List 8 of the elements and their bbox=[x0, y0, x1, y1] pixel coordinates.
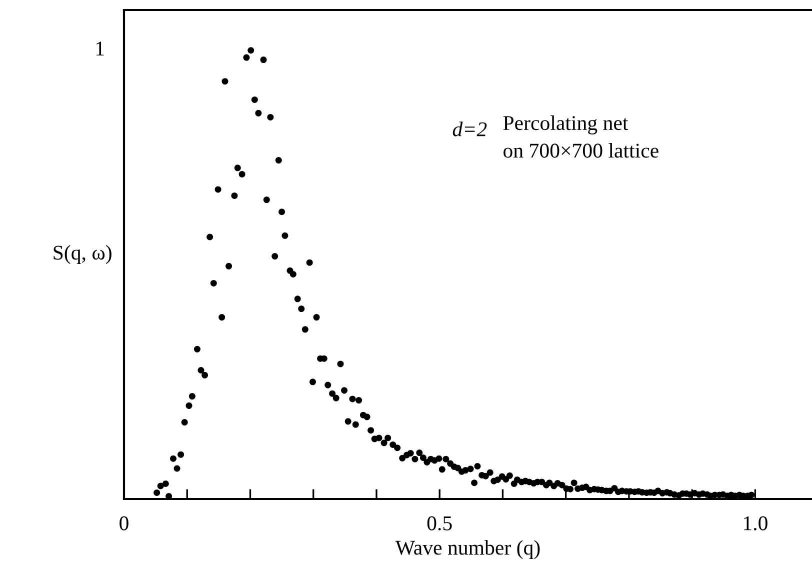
x-tick-label: 0.5 bbox=[427, 516, 452, 530]
x-axis-title: Wave number (q) bbox=[395, 540, 540, 560]
y-axis-title: S(q, ω) bbox=[54, 245, 112, 264]
text: 1 bbox=[96, 42, 104, 56]
x-tick-label: 1.0 bbox=[744, 516, 768, 530]
annotation: d=2 bbox=[452, 122, 487, 136]
annotation: Percolating net on 700×700 lattice bbox=[503, 115, 658, 158]
x-tick-label: 0 bbox=[120, 516, 128, 530]
